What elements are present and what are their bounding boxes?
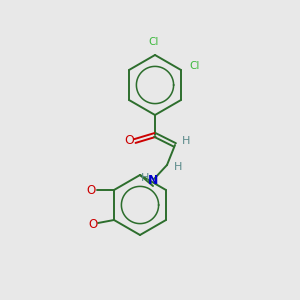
Text: N: N bbox=[148, 175, 158, 188]
Text: O: O bbox=[88, 218, 98, 232]
Text: O: O bbox=[86, 184, 96, 196]
Text: O: O bbox=[124, 134, 134, 148]
Text: Cl: Cl bbox=[149, 37, 159, 47]
Text: H: H bbox=[182, 136, 190, 146]
Text: H: H bbox=[141, 173, 149, 183]
Text: Cl: Cl bbox=[189, 61, 200, 71]
Text: H: H bbox=[174, 162, 182, 172]
